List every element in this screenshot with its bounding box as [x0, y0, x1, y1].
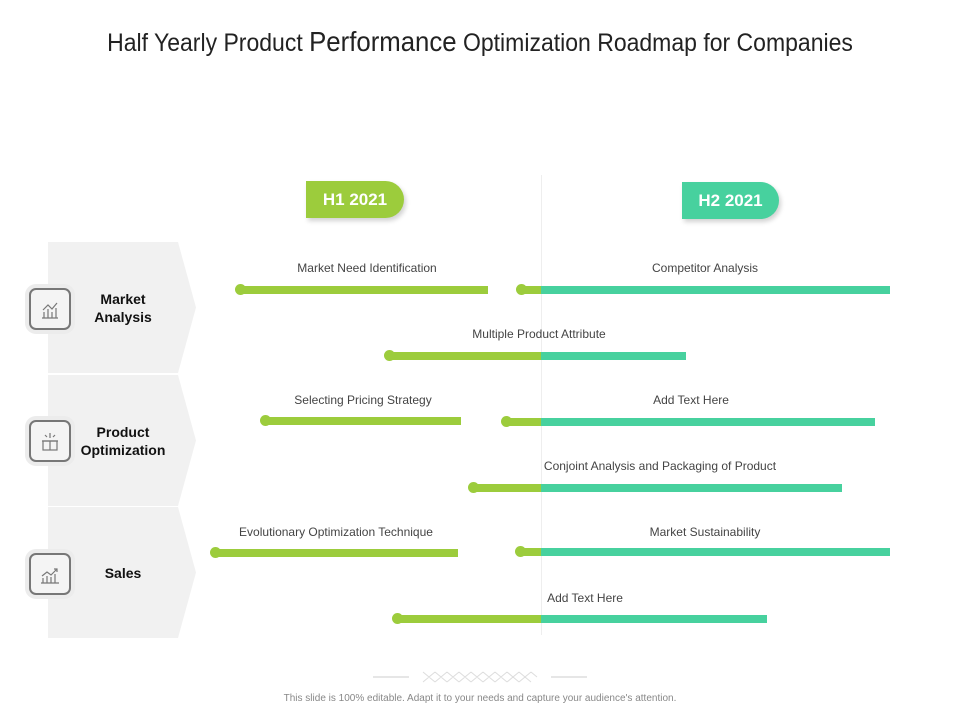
- task-label: Add Text Here: [547, 591, 623, 605]
- task-bar: [210, 547, 458, 558]
- period-h2-pill: H2 2021: [682, 182, 779, 219]
- task-bar: [501, 416, 875, 427]
- task-start-dot: [501, 416, 512, 427]
- task-bar: [260, 415, 461, 426]
- sales-chart-icon: [29, 553, 71, 595]
- task-start-dot: [235, 284, 246, 295]
- task-start-dot: [515, 546, 526, 557]
- chart-growth-icon: [29, 288, 71, 330]
- task-bar: [384, 350, 686, 361]
- task-label: Competitor Analysis: [651, 261, 759, 275]
- task-start-dot: [384, 350, 395, 361]
- task-bar: [516, 284, 890, 295]
- task-start-dot: [260, 415, 271, 426]
- period-divider: [541, 175, 542, 635]
- period-h1-pill: H1 2021: [306, 181, 404, 218]
- task-start-dot: [392, 613, 403, 624]
- task-start-dot: [516, 284, 527, 295]
- category-market-analysis: Market Analysis: [48, 242, 196, 373]
- task-start-dot: [210, 547, 221, 558]
- task-bar: [515, 546, 890, 557]
- task-bar: [392, 613, 767, 624]
- task-label: Evolutionary Optimization Technique: [239, 525, 433, 539]
- decorative-divider: [373, 671, 587, 683]
- task-label: Market Sustainability: [649, 525, 761, 539]
- footer-note: This slide is 100% editable. Adapt it to…: [283, 693, 677, 704]
- task-label: Conjoint Analysis and Packaging of Produ…: [543, 459, 777, 473]
- task-bar: [468, 482, 842, 493]
- task-label: Multiple Product Attribute: [472, 327, 606, 341]
- gift-box-icon: [29, 420, 71, 462]
- category-sales: Sales: [48, 507, 196, 638]
- task-bar: [235, 284, 488, 295]
- task-label: Selecting Pricing Strategy: [294, 393, 432, 407]
- category-product-optimization: Product Optimization: [48, 375, 196, 506]
- task-start-dot: [468, 482, 479, 493]
- task-label: Market Need Identification: [297, 261, 437, 275]
- task-label: Add Text Here: [653, 393, 729, 407]
- slide-title: Half Yearly Product Performance Optimiza…: [107, 26, 853, 57]
